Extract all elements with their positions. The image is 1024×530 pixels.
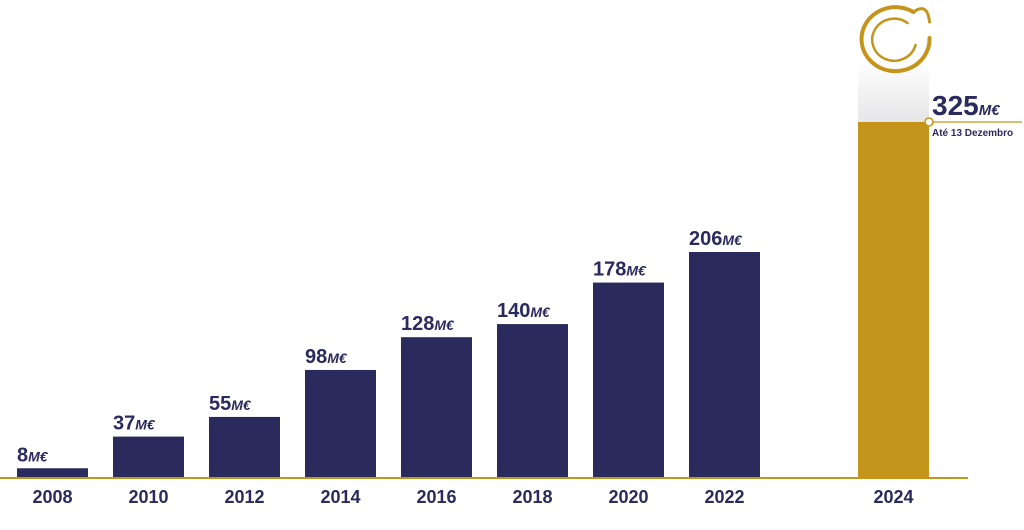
x-tick-label-2022: 2022 xyxy=(704,487,744,507)
value-label-2012: 55M€ xyxy=(209,393,252,415)
highlight-annotation: 325M€ Até 13 Dezembro xyxy=(859,5,1022,139)
x-tick-label-2010: 2010 xyxy=(128,487,168,507)
labels-layer: 8M€37M€55M€98M€128M€140M€178M€206M€ xyxy=(17,228,743,466)
value-number: 178 xyxy=(593,259,626,281)
value-unit: M€ xyxy=(327,350,348,366)
value-unit: M€ xyxy=(434,317,455,333)
value-unit: M€ xyxy=(231,397,252,413)
value-number: 206 xyxy=(689,228,722,250)
x-tick-label-2012: 2012 xyxy=(224,487,264,507)
x-tick-label-2018: 2018 xyxy=(512,487,552,507)
bar-2008 xyxy=(17,468,88,477)
x-tick-label-2014: 2014 xyxy=(320,487,360,507)
x-tick-label-2008: 2008 xyxy=(32,487,72,507)
value-unit: M€ xyxy=(28,448,49,464)
brand-logo-icon xyxy=(859,5,932,74)
value-number: 37 xyxy=(113,413,135,435)
value-unit: M€ xyxy=(722,232,743,248)
value-label-2014: 98M€ xyxy=(305,346,348,368)
value-number: 98 xyxy=(305,346,327,368)
value-unit: M€ xyxy=(979,102,1000,119)
value-number: 325 xyxy=(932,90,979,121)
value-unit: M€ xyxy=(135,417,156,433)
bar-2014 xyxy=(305,369,376,477)
x-tick-label-2024: 2024 xyxy=(873,487,913,507)
value-number: 128 xyxy=(401,313,434,335)
value-label-2018: 140M€ xyxy=(497,300,551,322)
bar-2016 xyxy=(401,337,472,477)
bars-layer xyxy=(17,60,929,477)
x-tick-label-2020: 2020 xyxy=(608,487,648,507)
value-label-2024: 325M€ xyxy=(932,90,1000,121)
bar-2020 xyxy=(593,282,664,477)
highlight-note: Até 13 Dezembro xyxy=(932,128,1013,139)
value-number: 55 xyxy=(209,393,231,415)
x-tick-labels: 2008 2010 2012 2014 2016 2018 2020 2022 2024 xyxy=(32,487,913,507)
x-tick-label-2016: 2016 xyxy=(416,487,456,507)
value-label-2008: 8M€ xyxy=(17,444,49,466)
bar-2022 xyxy=(689,251,760,477)
bar-2012 xyxy=(209,416,280,477)
value-label-2022: 206M€ xyxy=(689,228,743,250)
value-label-2020: 178M€ xyxy=(593,259,647,281)
highlight-marker-dot xyxy=(924,117,934,127)
value-number: 140 xyxy=(497,300,530,322)
value-label-2010: 37M€ xyxy=(113,413,156,435)
value-unit: M€ xyxy=(530,304,551,320)
value-unit: M€ xyxy=(626,263,647,279)
value-label-2016: 128M€ xyxy=(401,313,455,335)
bar-2018 xyxy=(497,324,568,477)
bar-2010 xyxy=(113,436,184,477)
value-number: 8 xyxy=(17,444,28,466)
bar-2024 xyxy=(858,122,929,477)
